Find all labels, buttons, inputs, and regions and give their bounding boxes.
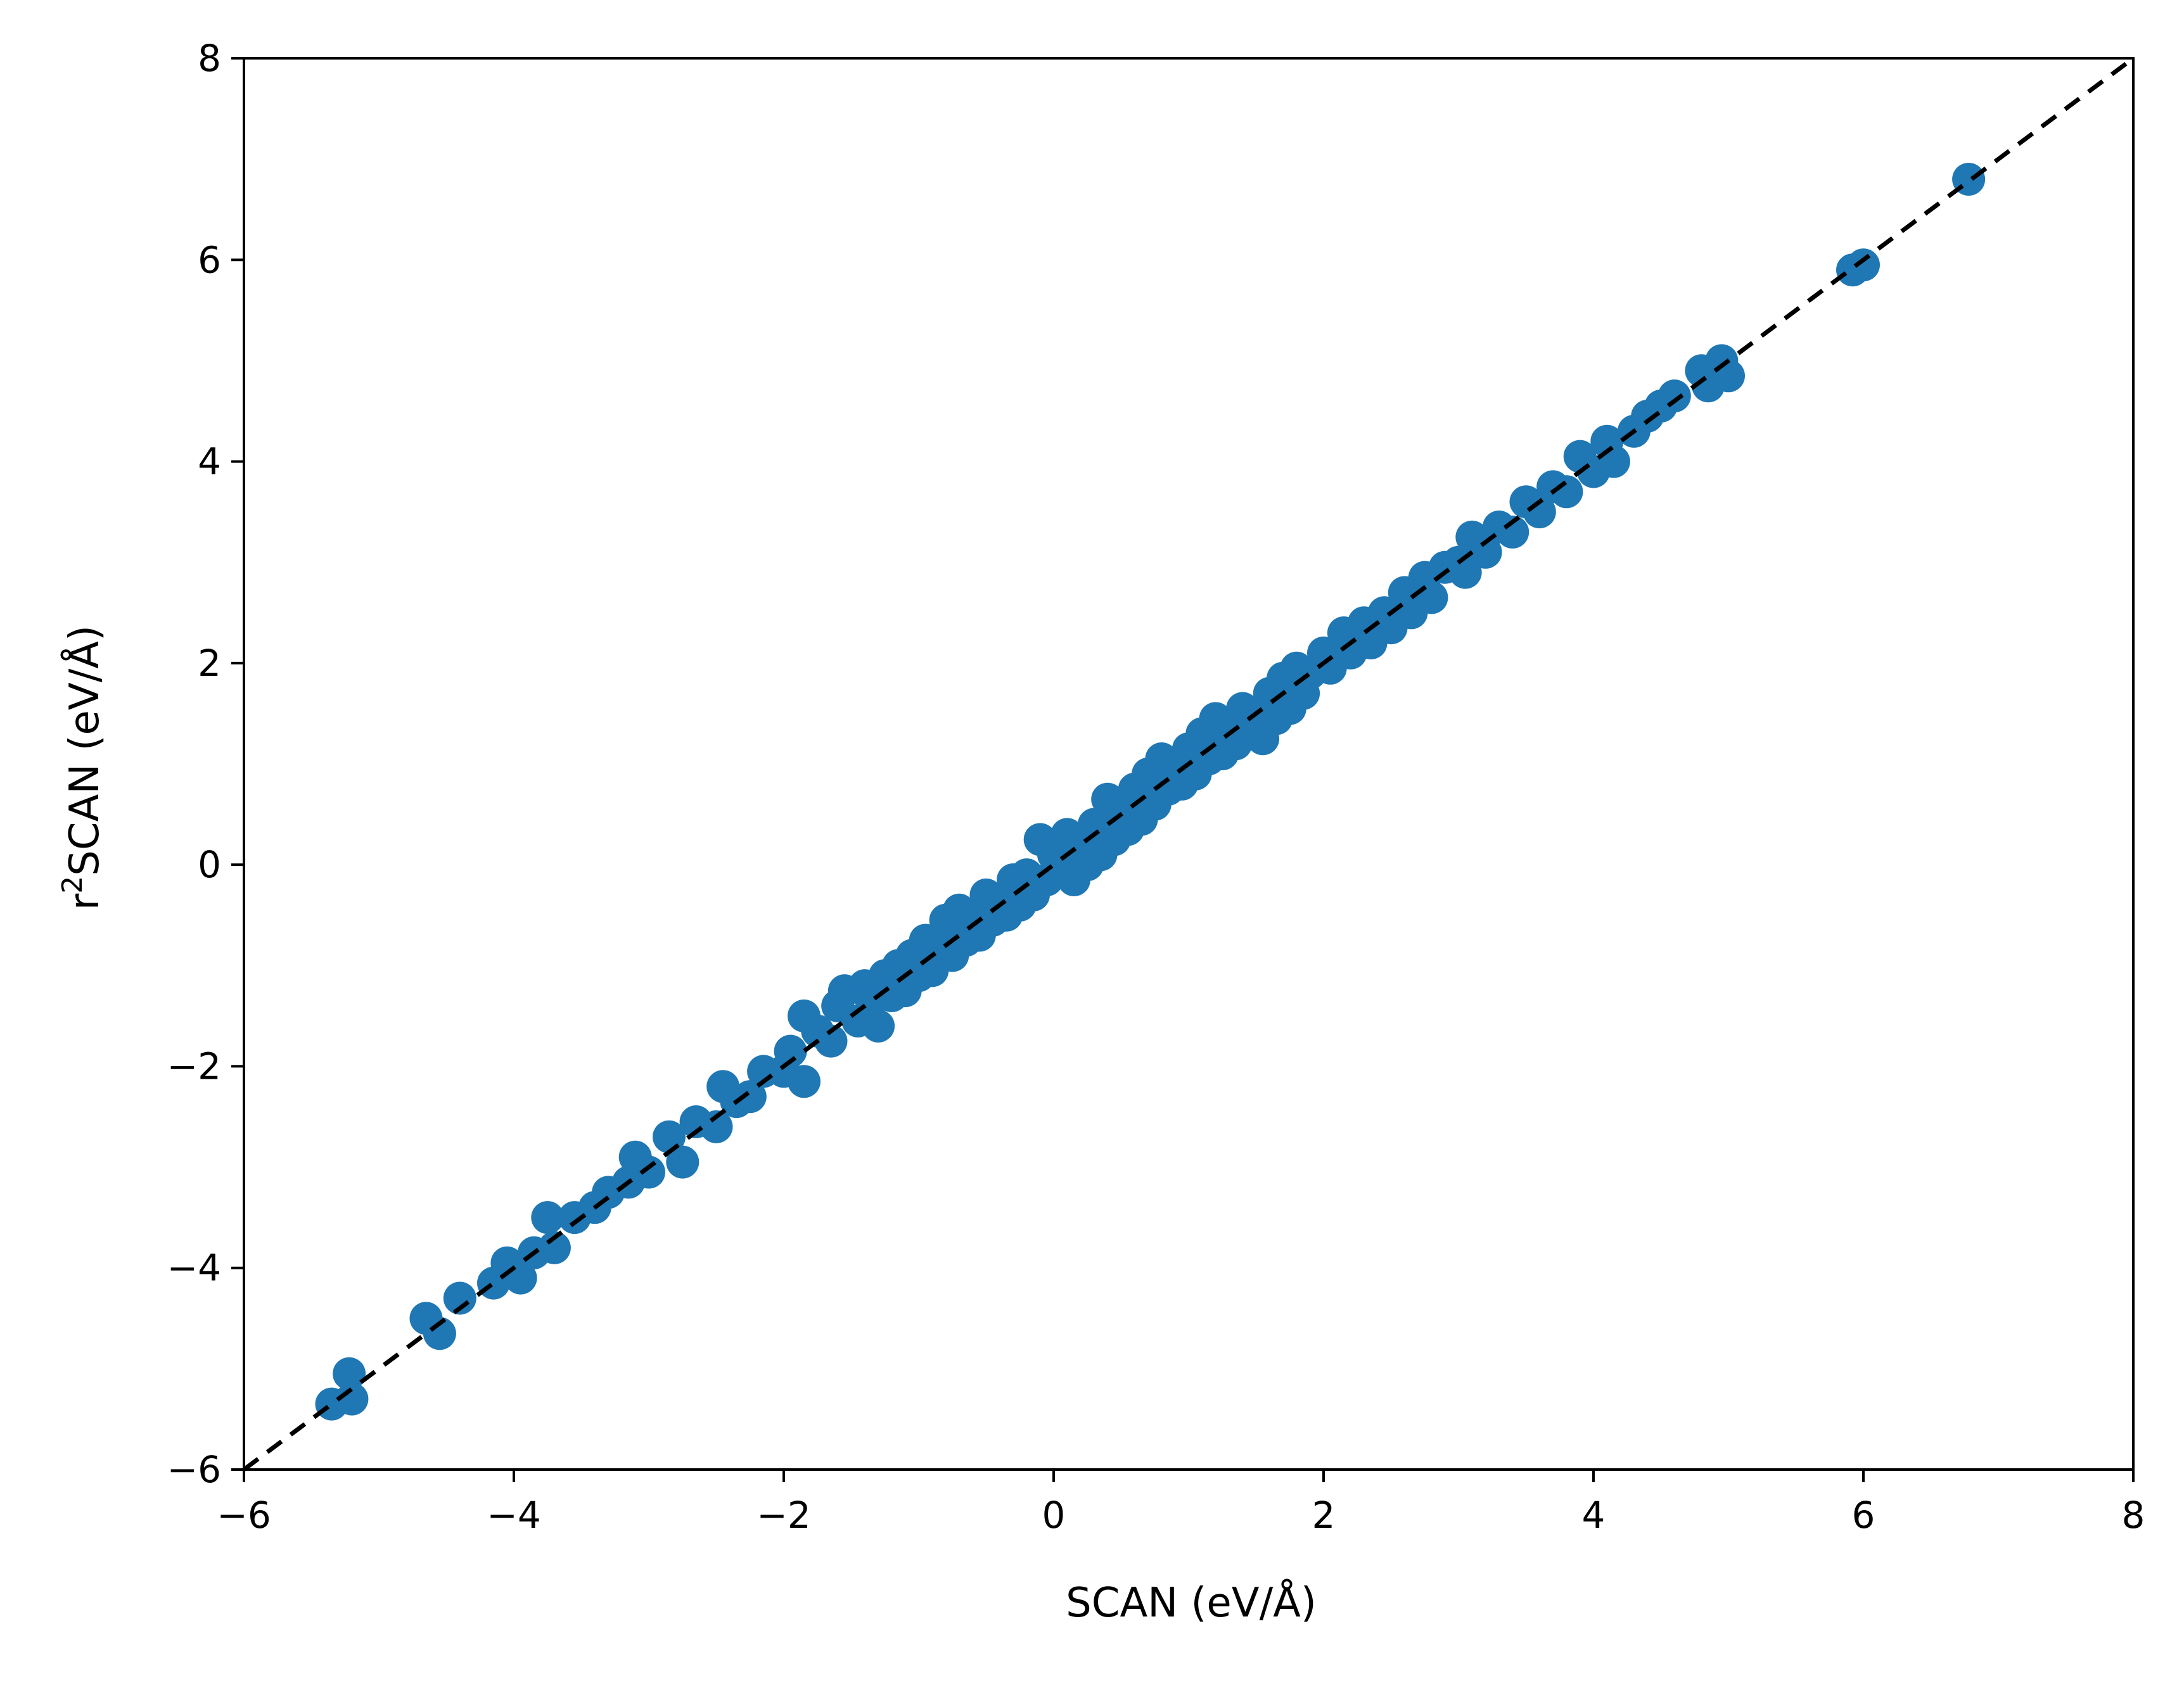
data-point xyxy=(699,1110,733,1143)
data-point xyxy=(537,1231,571,1264)
data-point xyxy=(733,1080,767,1114)
y-tick-label: −2 xyxy=(167,1045,222,1088)
reference-line-dashed xyxy=(242,56,2135,1471)
data-point xyxy=(788,1065,821,1098)
data-point xyxy=(632,1155,665,1189)
y-axis-title: r2SCAN (eV/Å) xyxy=(56,625,108,910)
y-axis-title-group: r2SCAN (eV/Å) xyxy=(56,625,108,910)
plot-frame xyxy=(243,57,2135,1471)
y-tick-label: 2 xyxy=(198,642,221,685)
data-point xyxy=(774,1034,807,1068)
data-point xyxy=(1657,379,1691,413)
y-axis-title-superscript: 2 xyxy=(56,876,89,894)
x-tick-label: 8 xyxy=(2122,1494,2145,1537)
y-axis-title-rest: SCAN (eV/Å) xyxy=(60,625,108,876)
data-point xyxy=(1712,359,1745,393)
data-point xyxy=(1496,516,1529,549)
x-tick-label: 6 xyxy=(1852,1494,1875,1537)
points-layer xyxy=(315,163,1986,1421)
y-tick-label: 4 xyxy=(198,440,221,483)
x-axis-title: SCAN (eV/Å) xyxy=(1066,1578,1317,1627)
x-tick-label: 4 xyxy=(1582,1494,1606,1537)
data-point xyxy=(531,1201,565,1235)
data-point xyxy=(666,1145,699,1179)
data-point xyxy=(1415,581,1448,614)
x-tick-label: −2 xyxy=(757,1494,811,1537)
data-point xyxy=(862,1009,895,1043)
data-point xyxy=(1523,495,1556,529)
axes-layer xyxy=(243,57,2135,1471)
y-tick-label: 0 xyxy=(198,843,221,886)
data-point xyxy=(1448,556,1482,589)
x-tick-label: 0 xyxy=(1042,1494,1066,1537)
reference-line-layer xyxy=(242,56,2135,1471)
data-point xyxy=(814,1024,848,1058)
data-point xyxy=(1597,445,1630,478)
x-tick-label: −6 xyxy=(217,1494,271,1537)
data-point xyxy=(1550,475,1583,509)
x-tick-label: 2 xyxy=(1312,1494,1336,1537)
ticks-layer: −6 −4 −2 0 2 4 6 8 −6 −4 −2 0 2 4 6 8 xyxy=(167,37,2145,1537)
data-point xyxy=(335,1382,369,1416)
data-point xyxy=(1469,535,1502,569)
data-point xyxy=(333,1357,366,1390)
data-point xyxy=(423,1317,456,1350)
data-point xyxy=(1847,248,1880,282)
y-tick-label: −6 xyxy=(167,1448,222,1491)
y-tick-label: 8 xyxy=(198,37,221,80)
data-point xyxy=(443,1281,476,1315)
y-axis-title-base: r xyxy=(61,893,108,910)
y-tick-label: −4 xyxy=(167,1247,222,1290)
y-tick-label: 6 xyxy=(198,238,221,281)
x-tick-label: −4 xyxy=(487,1494,541,1537)
